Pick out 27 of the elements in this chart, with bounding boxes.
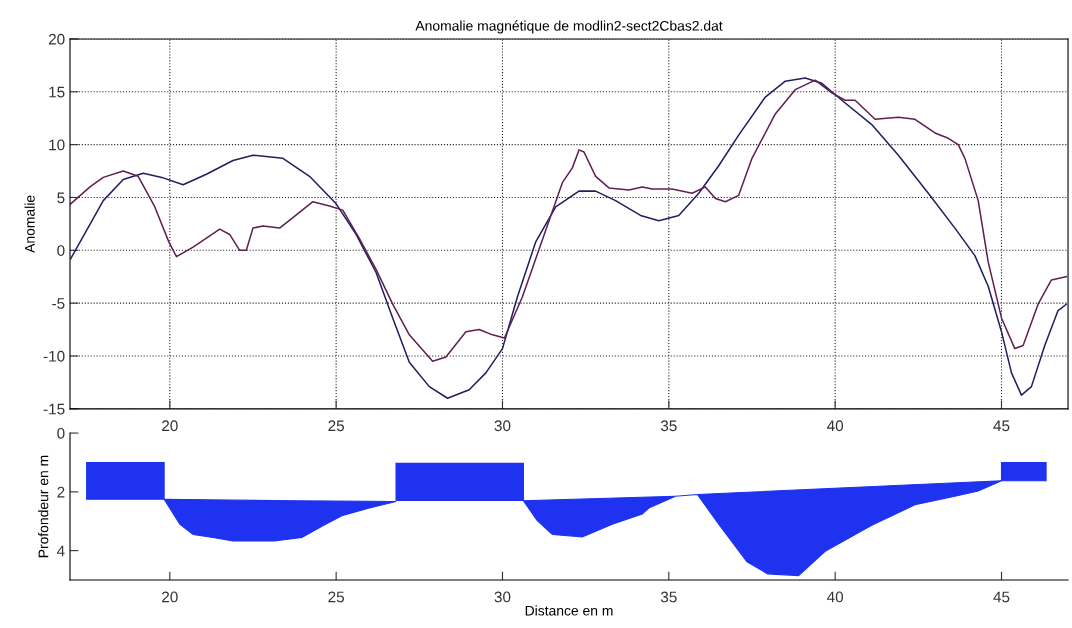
- y-tick-label: 5: [57, 192, 65, 204]
- x-tick-label: 30: [494, 591, 511, 603]
- x-tick-label: 40: [827, 591, 844, 603]
- x-tick-label: 25: [328, 420, 344, 432]
- y-tick-label: 4: [57, 545, 65, 557]
- y-tick-label: 15: [49, 86, 65, 98]
- x-tick-label: 45: [993, 420, 1010, 432]
- x-tick-label: 40: [827, 420, 844, 432]
- x-tick-label: 30: [494, 420, 511, 432]
- y-tick-label: 0: [57, 427, 65, 439]
- y-axis-title: Anomalie: [24, 195, 35, 253]
- y-tick-label: -10: [43, 350, 65, 362]
- x-tick-label: 35: [660, 420, 677, 432]
- x-tick-label: 45: [993, 591, 1010, 603]
- x-tick-label: 20: [162, 591, 178, 603]
- x-tick-label: 25: [328, 591, 344, 603]
- y-tick-label: 10: [49, 139, 65, 151]
- x-tick-label: 20: [162, 420, 178, 432]
- y-tick-label: 2: [57, 486, 65, 498]
- x-tick-label: 35: [660, 591, 677, 603]
- y-tick-label: -15: [43, 403, 65, 415]
- chart-title: Anomalie magnétique de modlin2-sect2Cbas2.dat: [415, 20, 723, 34]
- y-tick-label: 20: [48, 33, 65, 45]
- x-axis-title: Distance en m: [525, 605, 613, 616]
- y-tick-label: -5: [52, 298, 65, 309]
- y-tick-label: 0: [57, 245, 65, 256]
- y-axis-title: Profondeur en m: [38, 455, 49, 558]
